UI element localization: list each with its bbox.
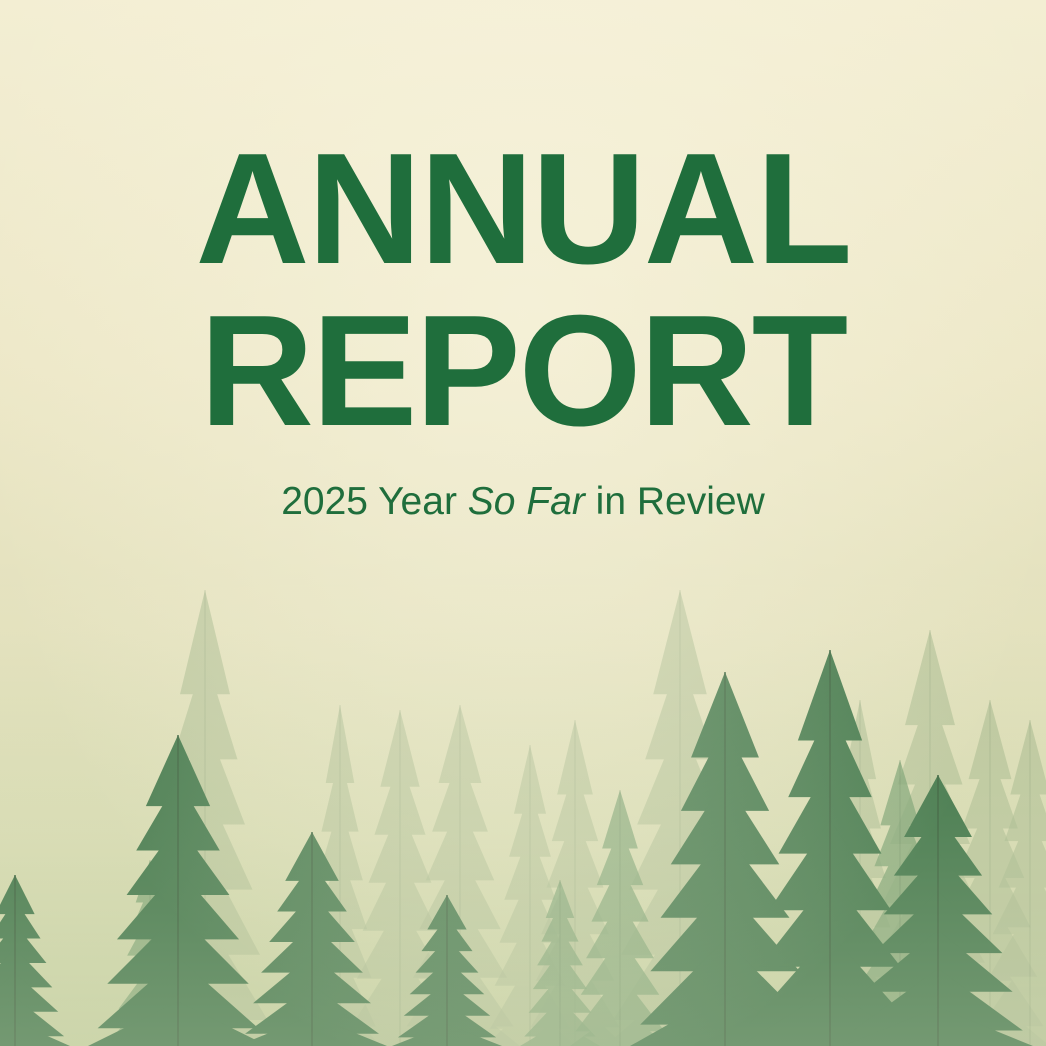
fog-layer bbox=[0, 560, 1046, 1046]
subtitle-year: 2025 Year bbox=[281, 480, 457, 523]
subtitle-emphasis: So Far bbox=[467, 480, 585, 523]
title-block: ANNUAL REPORT bbox=[0, 128, 1046, 452]
subtitle: 2025 Year So Far in Review bbox=[0, 478, 1046, 526]
title-report: REPORT bbox=[199, 283, 848, 459]
subtitle-review: in Review bbox=[595, 480, 765, 523]
title-annual: ANNUAL bbox=[195, 121, 852, 297]
